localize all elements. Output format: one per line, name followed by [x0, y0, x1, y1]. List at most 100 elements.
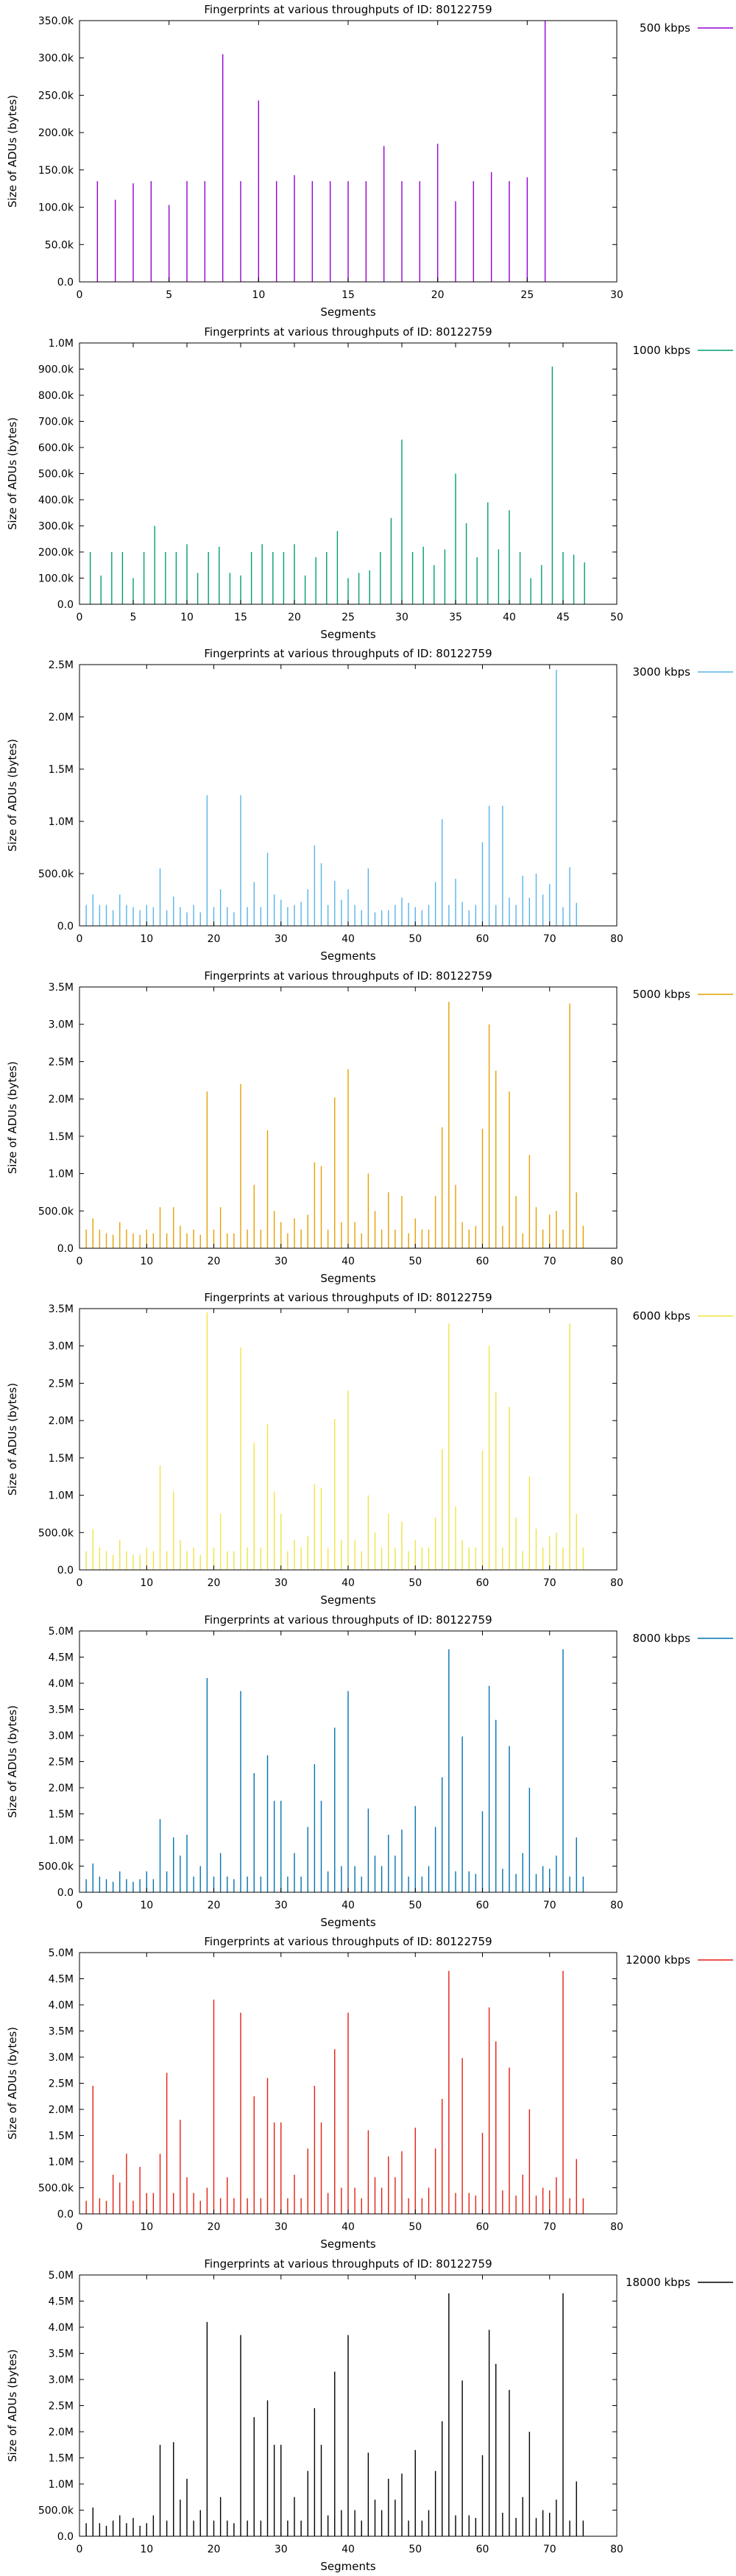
- y-tick-label: 300.0k: [38, 520, 74, 532]
- x-tick-label: 20: [208, 933, 221, 945]
- y-tick-label: 2.0M: [49, 2427, 74, 2438]
- y-tick-label: 0.0: [57, 2531, 74, 2543]
- chart-title: Fingerprints at various throughputs of I…: [204, 325, 492, 339]
- y-axis-label: Size of ADUs (bytes): [6, 1383, 19, 1496]
- x-tick-label: 30: [275, 1256, 288, 1267]
- x-tick-label: 80: [610, 1256, 623, 1267]
- legend: 5000 kbps: [633, 988, 733, 1001]
- y-tick-label: 2.0M: [49, 1094, 74, 1105]
- y-tick-label: 1.0M: [49, 816, 74, 828]
- legend: 6000 kbps: [633, 1309, 733, 1323]
- y-tick-label: 2.5M: [49, 1378, 74, 1390]
- y-tick-label: 4.0M: [49, 1678, 74, 1690]
- x-tick-label: 40: [342, 1900, 355, 1911]
- x-tick-label: 60: [476, 1577, 489, 1589]
- y-tick-label: 2.5M: [49, 1756, 74, 1768]
- y-axis-label: Size of ADUs (bytes): [6, 95, 19, 208]
- bar-series: [85, 670, 577, 926]
- y-tick-label: 3.5M: [49, 982, 74, 994]
- chart-title: Fingerprints at various throughputs of I…: [204, 3, 492, 16]
- y-axis-label: Size of ADUs (bytes): [6, 417, 19, 529]
- chart-panel-7: Fingerprints at various throughputs of I…: [6, 1935, 733, 2251]
- plot-frame: [79, 342, 618, 604]
- x-tick-label: 30: [275, 933, 288, 945]
- legend: 12000 kbps: [626, 1953, 733, 1967]
- x-tick-label: 30: [275, 1577, 288, 1589]
- y-tick-label: 1.0M: [49, 1835, 74, 1847]
- y-tick-label: 300.0k: [38, 53, 74, 65]
- y-tick-label: 700.0k: [38, 416, 74, 428]
- y-tick-label: 500.0k: [38, 1861, 74, 1872]
- y-tick-label: 0.0: [57, 1565, 74, 1577]
- x-tick-label: 60: [476, 2221, 489, 2233]
- y-tick-label: 3.0M: [49, 2374, 74, 2386]
- x-tick-label: 45: [556, 612, 570, 623]
- y-tick-label: 500.0k: [38, 1206, 74, 1217]
- chart-title: Fingerprints at various throughputs of I…: [204, 1291, 492, 1304]
- bar-series: [85, 1001, 584, 1248]
- y-tick-label: 4.5M: [49, 1974, 74, 1986]
- legend: 18000 kbps: [626, 2276, 733, 2289]
- x-tick-label: 70: [543, 2221, 556, 2233]
- x-tick-label: 0: [77, 289, 83, 301]
- x-tick-label: 40: [342, 2221, 355, 2233]
- legend-label: 500 kbps: [640, 21, 690, 35]
- x-tick-label: 40: [342, 1577, 355, 1589]
- x-tick-label: 70: [543, 933, 556, 945]
- x-tick-label: 20: [208, 2221, 221, 2233]
- bar-series: [85, 1649, 584, 1892]
- y-tick-label: 400.0k: [38, 495, 74, 506]
- x-tick-label: 0: [77, 2544, 83, 2555]
- y-tick-label: 5.0M: [49, 1626, 74, 1638]
- y-tick-label: 3.0M: [49, 1341, 74, 1353]
- x-tick-label: 50: [408, 1256, 422, 1267]
- chart-panel-8: Fingerprints at various throughputs of I…: [6, 2257, 733, 2573]
- x-tick-label: 0: [77, 2221, 83, 2233]
- x-tick-label: 0: [77, 1256, 83, 1267]
- y-tick-label: 500.0k: [38, 2183, 74, 2195]
- x-axis-label: Segments: [320, 305, 376, 319]
- x-tick-label: 25: [342, 612, 355, 623]
- y-tick-label: 0.0: [57, 1243, 74, 1255]
- chart-title: Fingerprints at various throughputs of I…: [204, 969, 492, 983]
- y-tick-label: 3.0M: [49, 1730, 74, 1742]
- y-tick-label: 2.5M: [49, 1056, 74, 1068]
- y-tick-label: 2.0M: [49, 2104, 74, 2116]
- bar-series: [85, 2293, 584, 2536]
- x-tick-label: 10: [140, 1577, 153, 1589]
- x-tick-label: 15: [234, 612, 247, 623]
- bar-series: [89, 366, 585, 604]
- x-tick-label: 10: [252, 289, 265, 301]
- y-tick-label: 900.0k: [38, 364, 74, 375]
- chart-panel-2: Fingerprints at various throughputs of I…: [6, 325, 733, 641]
- y-tick-label: 1.5M: [49, 1808, 74, 1820]
- x-tick-label: 80: [610, 2544, 623, 2555]
- y-tick-label: 2.0M: [49, 1783, 74, 1794]
- x-tick-label: 40: [342, 933, 355, 945]
- y-tick-label: 5.0M: [49, 1947, 74, 1959]
- x-tick-label: 50: [408, 1577, 422, 1589]
- x-tick-label: 70: [543, 2544, 556, 2555]
- y-tick-label: 2.5M: [49, 659, 74, 671]
- y-tick-label: 3.0M: [49, 2052, 74, 2064]
- x-axis-label: Segments: [320, 1272, 376, 1285]
- x-tick-label: 10: [140, 1900, 153, 1911]
- x-axis-label: Segments: [320, 2237, 376, 2251]
- y-tick-label: 1.0M: [49, 1490, 74, 1502]
- bar-series: [85, 1970, 584, 2214]
- x-tick-label: 0: [77, 933, 83, 945]
- x-tick-label: 35: [449, 612, 462, 623]
- y-tick-label: 1.0M: [49, 338, 74, 350]
- chart-panel-5: Fingerprints at various throughputs of I…: [6, 1291, 733, 1607]
- x-tick-label: 80: [610, 933, 623, 945]
- chart-panel-3: Fingerprints at various throughputs of I…: [6, 647, 733, 963]
- chart-title: Fingerprints at various throughputs of I…: [204, 1935, 492, 1948]
- chart-title: Fingerprints at various throughputs of I…: [204, 647, 492, 660]
- y-tick-label: 4.5M: [49, 1652, 74, 1663]
- x-tick-label: 25: [520, 289, 534, 301]
- x-tick-label: 20: [208, 1256, 221, 1267]
- chart-panel-6: Fingerprints at various throughputs of I…: [6, 1613, 733, 1929]
- y-tick-label: 100.0k: [38, 573, 74, 584]
- x-tick-label: 50: [408, 1900, 422, 1911]
